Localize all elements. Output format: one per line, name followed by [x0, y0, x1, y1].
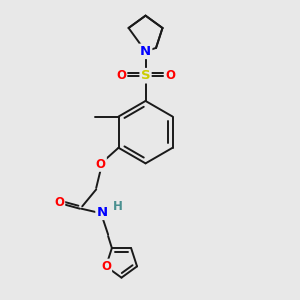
Text: H: H	[113, 200, 123, 213]
Text: O: O	[101, 260, 111, 273]
Text: O: O	[165, 69, 175, 82]
Text: O: O	[54, 196, 64, 209]
Text: N: N	[140, 45, 151, 58]
Text: O: O	[116, 69, 126, 82]
Text: N: N	[97, 206, 108, 219]
Text: O: O	[96, 158, 106, 171]
Text: S: S	[141, 69, 150, 82]
